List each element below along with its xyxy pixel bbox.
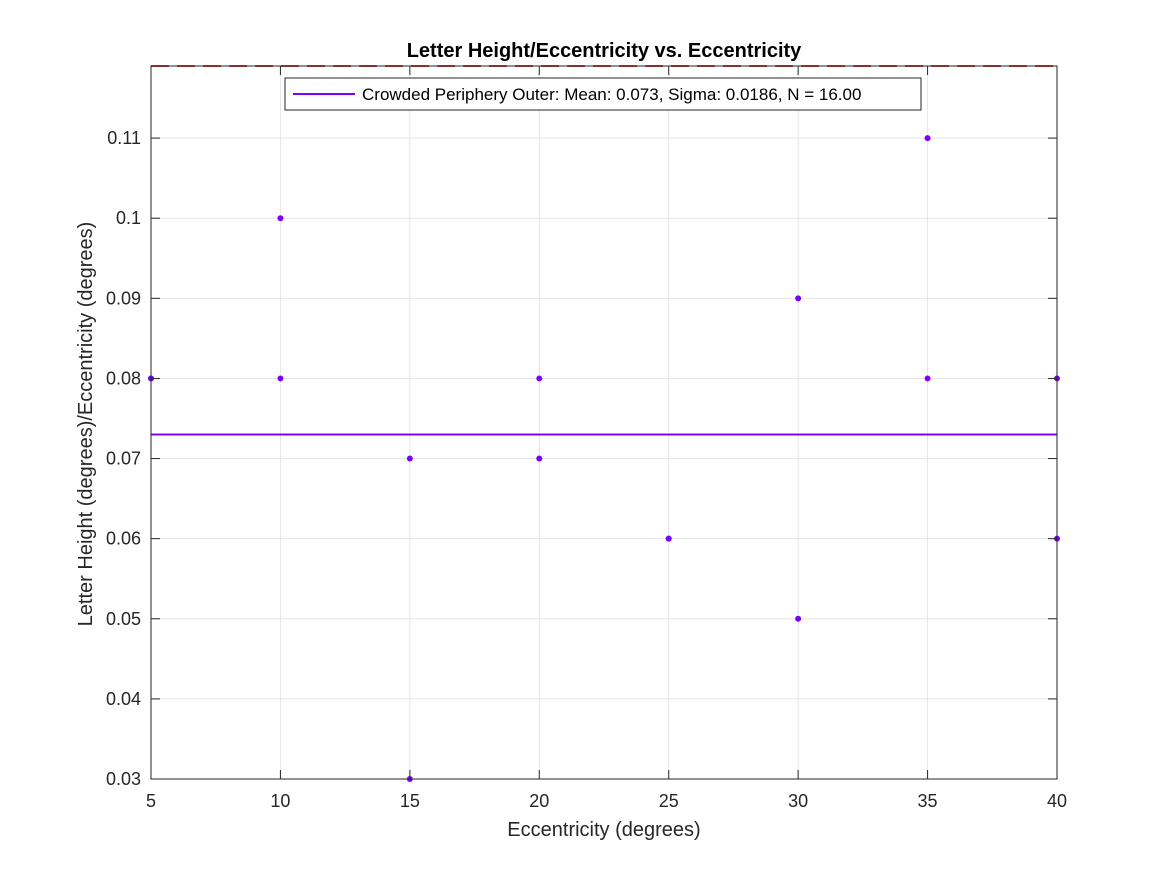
y-tick-label: 0.11 [107, 128, 141, 148]
data-point [406, 455, 413, 462]
data-points [148, 135, 1060, 782]
data-point [536, 375, 543, 382]
data-point [795, 615, 802, 622]
y-tick-label: 0.1 [116, 208, 141, 228]
x-tick-label: 5 [146, 791, 156, 811]
x-tick-labels: 5 10 15 20 25 30 35 40 [146, 791, 1067, 811]
y-tick-label: 0.07 [106, 449, 141, 469]
y-tick-label: 0.06 [106, 529, 141, 549]
y-tick-label: 0.03 [106, 769, 141, 789]
y-tick-label: 0.05 [106, 609, 141, 629]
x-tick-label: 20 [529, 791, 549, 811]
legend: Crowded Periphery Outer: Mean: 0.073, Si… [284, 77, 922, 111]
legend-box [284, 77, 922, 111]
data-point [795, 295, 802, 302]
data-point [277, 375, 284, 382]
x-tick-label: 30 [788, 791, 808, 811]
x-tick-label: 40 [1047, 791, 1067, 811]
y-tick-label: 0.04 [106, 689, 141, 709]
x-tick-label: 15 [400, 791, 420, 811]
data-point [924, 375, 931, 382]
y-tick-label: 0.09 [106, 288, 141, 308]
x-tick-label: 25 [659, 791, 679, 811]
legend-entry: Crowded Periphery Outer: Mean: 0.073, Si… [362, 85, 861, 104]
data-point [924, 135, 931, 142]
grid-lines [150, 66, 1058, 780]
data-point [536, 455, 543, 462]
data-point [277, 215, 284, 222]
axes-frame [150, 65, 1058, 780]
axes-box [150, 65, 1058, 780]
x-tick-label: 35 [918, 791, 938, 811]
data-point [665, 535, 672, 542]
y-axis-label: Letter Height (degrees)/Eccentricity (de… [75, 222, 97, 627]
y-tick-labels: 0.03 0.04 0.05 0.06 0.07 0.08 0.09 0.1 0.11 [106, 128, 141, 789]
y-tick-label: 0.08 [106, 368, 141, 388]
x-axis-label: Eccentricity (degrees) [507, 819, 700, 841]
chart-title: Letter Height/Eccentricity vs. Eccentric… [407, 40, 802, 62]
x-tick-label: 10 [270, 791, 290, 811]
